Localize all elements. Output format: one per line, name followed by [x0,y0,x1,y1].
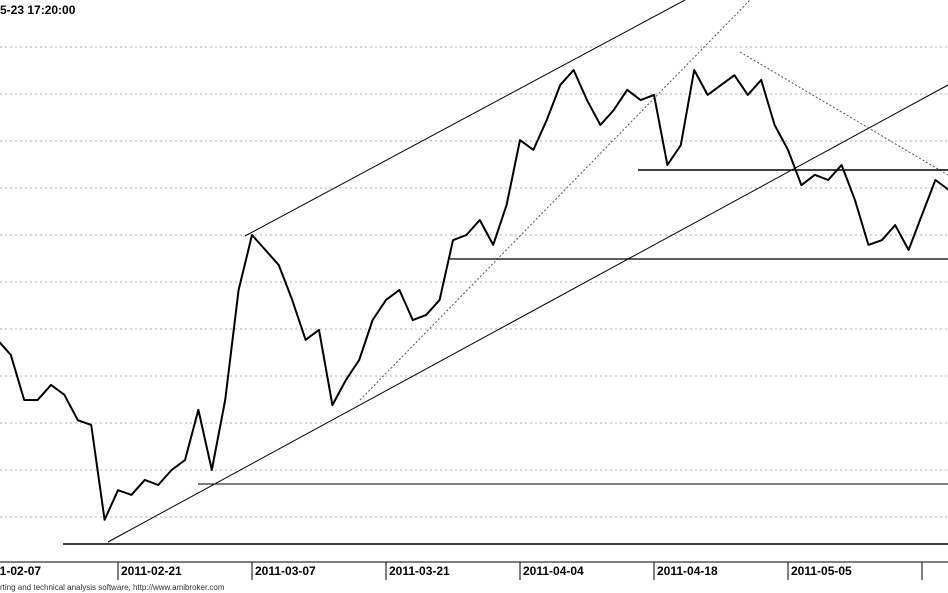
x-tick-label: 2011-03-07 [255,564,316,578]
channel-upper [244,0,686,237]
x-tick-label: 2011-03-21 [389,564,450,578]
price-line [0,69,948,521]
x-tick-label: 2011-02-21 [121,564,182,578]
chart-title: 5-23 17:20:00 [0,3,76,17]
x-tick-label: 2011-04-04 [523,564,584,578]
x-tick-label: 2011-04-18 [657,564,718,578]
trend-lines [63,0,948,545]
x-tick-label: 011-02-07 [0,564,41,578]
footer: rting and technical analysis software, h… [0,583,225,592]
channel-lower [107,84,948,543]
dotted-trend [739,51,948,176]
x-tick-label: 2011-05-05 [791,564,852,578]
dotted-trend [359,0,751,401]
